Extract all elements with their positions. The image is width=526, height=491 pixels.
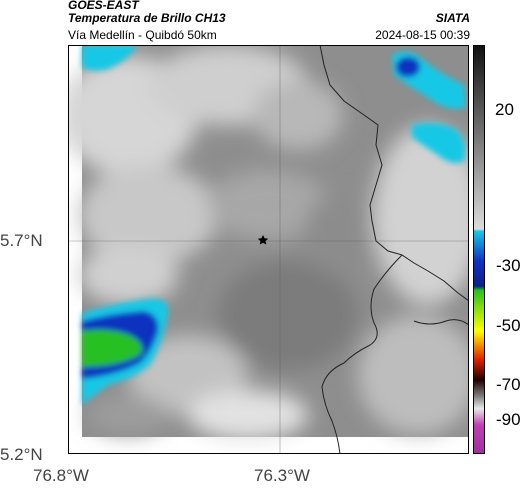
boundary-lines bbox=[319, 45, 469, 454]
colorbar bbox=[473, 45, 485, 454]
colorbar-label: 20 bbox=[495, 100, 514, 119]
colorbar-label: -90 bbox=[496, 410, 521, 429]
latitude-tick-label: 5.7°N bbox=[0, 231, 43, 250]
colorbar-label: -30 bbox=[496, 256, 521, 275]
gridlines bbox=[68, 45, 469, 454]
product-title: Temperatura de Brillo CH13 bbox=[68, 11, 226, 25]
convective-cloud-patches bbox=[82, 45, 466, 405]
colorbar-label: -50 bbox=[496, 316, 521, 335]
location-star-marker bbox=[257, 235, 269, 245]
longitude-tick-label: 76.3°W bbox=[254, 466, 310, 485]
colorbar-label: -70 bbox=[496, 375, 521, 394]
latitude-tick-label: 5.2°N bbox=[0, 445, 43, 464]
timestamp-label: 2024-08-15 00:39 bbox=[375, 28, 470, 42]
cloud-field bbox=[68, 45, 469, 440]
satellite-map bbox=[68, 45, 469, 454]
satellite-title: GOES-EAST bbox=[68, 0, 139, 12]
route-label: Vía Medellín - Quibdó 50km bbox=[68, 28, 217, 42]
organization-label: SIATA bbox=[435, 11, 470, 25]
longitude-tick-label: 76.8°W bbox=[33, 466, 89, 485]
